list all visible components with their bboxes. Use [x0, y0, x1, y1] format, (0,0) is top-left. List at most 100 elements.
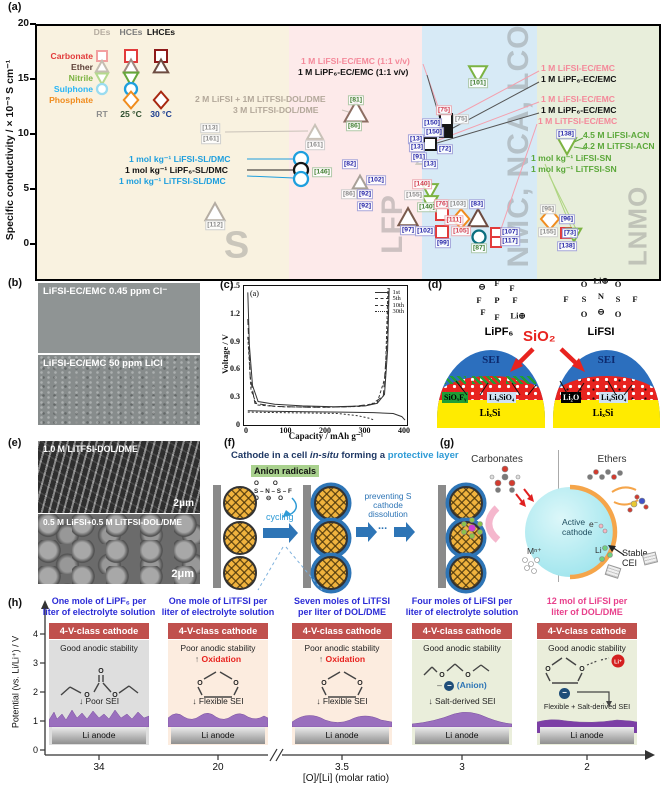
point-ref-label: [138]	[557, 241, 577, 251]
point-ref-label: [105]	[451, 226, 471, 236]
point-ref-label: [91]	[410, 152, 428, 162]
c-x-tick: 300	[358, 426, 371, 435]
stability-label: Poor anodic stability	[304, 643, 380, 653]
sei-layer-shape	[49, 709, 149, 727]
cathode-particle	[449, 556, 483, 590]
lifsi-caption: LiFSI	[587, 326, 615, 338]
panel-h-label: (h)	[8, 597, 23, 609]
y-tick-mark	[30, 133, 36, 135]
h-column-5: 12 mol of LiFSI per liter of DOL/DME 4-V-c…	[537, 596, 637, 786]
panel-a-conductivity-plot: S LFP NMC, NCA, LCO LNMO DEs HCEs LHCEs Carbona…	[35, 24, 661, 281]
c-y-tick: 1.2	[230, 308, 240, 318]
svg-text:O: O	[112, 692, 118, 699]
sem-image-lifsi-licl: LiFSI-EC/EMC 50 ppm LiCl	[38, 355, 200, 425]
sem-image-lifsi-low-cl: LiFSI-EC/EMC 0.45 ppm Cl⁻	[38, 283, 200, 353]
legend-header: LHCEs	[146, 27, 176, 37]
svg-text:O: O	[439, 672, 445, 679]
atom-label: S	[615, 294, 621, 304]
cathode-particle	[314, 556, 348, 590]
atom-label: F	[509, 283, 515, 293]
sem-image-lifsi-litfsi: 0.5 M LiFSI+0.5 M LiTFSI-DOL/DME 2μm	[38, 514, 200, 584]
h-column-1: One mole of LiPF₆ per liter of electrolyt…	[43, 596, 155, 786]
h-column-title: Four moles of LiFSI per liter of electrol…	[405, 596, 519, 617]
panel-a-label: (a)	[8, 1, 22, 13]
annotation-label: 1 M LiFSI-EC/EMC	[541, 63, 616, 73]
sem-caption: 1.0 M LiTFSI-DOL/DME	[43, 444, 138, 454]
point-ref-label: [117]	[500, 236, 520, 246]
panel-b-label: (b)	[8, 277, 23, 289]
atom-label: O	[580, 309, 588, 319]
panel-f-label: (f)	[224, 437, 235, 449]
y-tick-label: 10	[17, 128, 29, 139]
point-ref-label: [92]	[356, 201, 374, 211]
legend-row-label: Ether	[71, 62, 93, 72]
ethers-label: Ethers	[597, 454, 627, 465]
atom-label: F	[563, 294, 569, 304]
annotation-label: 1 M LiPF₆-EC/EMC	[541, 105, 617, 115]
sei-layer-shape	[168, 713, 268, 727]
h-x-tick-label: 3	[459, 762, 465, 773]
y-tick-label: 0	[23, 238, 29, 249]
point-ref-label: [150]	[424, 127, 444, 137]
lixsi-base	[553, 400, 660, 428]
atom-label: N	[597, 291, 605, 301]
panel-c-x-axis-label: Capacity / mAh g⁻¹	[288, 431, 364, 441]
stability-label: Poor anodic stability	[180, 643, 256, 653]
h-y-tick-label: 4	[32, 629, 38, 639]
lifsi-structure-diagram: O Li⊕ O F S N S F O ⊖ O	[556, 276, 646, 326]
h-column-2: One mole of LiTFSI per liter of electroly…	[162, 596, 274, 786]
carbonates-label: Carbonates	[471, 454, 523, 465]
atom-label: O	[614, 309, 622, 319]
h-column-3: Seven moles of LiTFSI per liter of DOL/DM…	[292, 596, 392, 786]
annotation-label: 4.2 M LiTFSI-ACN	[583, 141, 655, 151]
panel-c-legend-item: 10th	[375, 302, 404, 309]
atom-label: F	[494, 312, 500, 322]
metal-ion-label: Mⁿ⁺	[527, 546, 542, 556]
annotation-label: 1 mol kg⁻¹ LiPF₆-SL/DMC	[125, 165, 228, 175]
y-tick-mark	[30, 23, 36, 25]
point-ref-label: [75]	[452, 114, 470, 124]
lipf6-structure-diagram: F F F F F F P ⊖ Li⊕	[460, 278, 540, 326]
sem-caption: LiFSI-EC/EMC 50 ppm LiCl	[43, 358, 163, 369]
atom-label: ⊖	[478, 281, 486, 292]
li-anode-slab: Li anode	[52, 727, 146, 744]
electron-label: e⁻	[589, 519, 599, 529]
y-tick-label: 15	[17, 73, 29, 84]
point-ref-label: [13]	[408, 142, 426, 152]
y-tick-mark	[30, 78, 36, 80]
region-lnmo	[537, 26, 659, 279]
h-column-body: Good anodic stability O O Li⁺ − Flexible + Sa…	[537, 640, 637, 745]
li-anode-slab: Li anode	[540, 727, 634, 744]
panel-e-label: (e)	[8, 437, 22, 449]
svg-text:O: O	[197, 680, 203, 687]
stability-label: Good anodic stability	[423, 643, 501, 653]
cathode-banner: 4-V-class cathode	[412, 623, 512, 639]
point-ref-label: [146]	[312, 167, 332, 177]
current-collector-bar	[438, 485, 446, 588]
h-column-4: Four moles of LiFSI per liter of electrol…	[406, 596, 518, 786]
panel-g-label: (g)	[440, 437, 455, 449]
li-anode-slab: Li anode	[295, 727, 389, 744]
annotation-label: 1 M LiPF₆-EC/EMC (1:1 v/v)	[298, 67, 409, 77]
point-ref-label: [83]	[468, 199, 486, 209]
li4sio4-chip: Li₄SiO₄	[487, 392, 517, 403]
atom-label: F	[480, 307, 486, 317]
atom-label: O	[614, 279, 622, 289]
stability-label: Good anodic stability	[60, 643, 138, 653]
svg-text:O: O	[321, 680, 327, 687]
annotation-label: 1 M LiPF₆-EC/EMC	[541, 74, 617, 84]
panel-h-x-axis-label: [O]/[Li] (molar ratio)	[302, 773, 390, 784]
h-y-tick-label: 3	[32, 658, 38, 668]
sioxfy-chip: SiOₓFᵧ	[442, 392, 469, 403]
cathode-banner: 4-V-class cathode	[49, 623, 149, 639]
atom-label: Li⊕	[510, 310, 526, 321]
sei-type-label: ↓ Poor SEI	[78, 696, 120, 706]
panel-d-arrows	[455, 347, 633, 396]
point-ref-label: [113]	[200, 123, 220, 133]
legend-temp-label: 25 °C	[120, 109, 142, 119]
point-ref-label: [140]	[412, 179, 432, 189]
lixsi-base	[437, 400, 545, 428]
progress-arrow	[356, 522, 377, 542]
cathode-particle	[223, 521, 257, 555]
